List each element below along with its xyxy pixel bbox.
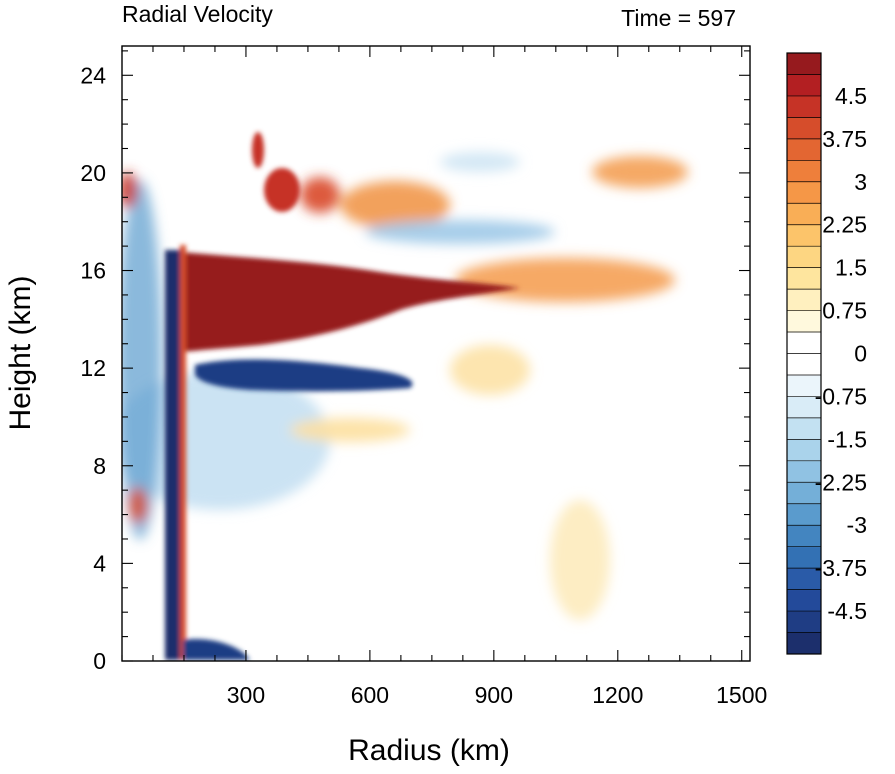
y-tick-label: 24 (80, 62, 106, 88)
colorbar-swatch (787, 460, 821, 483)
colorbar-swatch (787, 546, 821, 569)
chart-title-right: Time = 597 (621, 5, 736, 31)
colorbar-swatch (787, 160, 821, 183)
x-tick-label: 1500 (716, 682, 767, 708)
colorbar-swatch (787, 568, 821, 591)
x-axis-label: Radius (km) (348, 734, 510, 767)
heatmap-field (122, 132, 688, 660)
blob-surface-inflow (183, 639, 250, 660)
colorbar-swatch (787, 632, 821, 655)
blob-yellow-2 (290, 418, 410, 442)
colorbar-swatch (787, 117, 821, 140)
colorbar-swatch (787, 503, 821, 526)
blob-yellow-1 (450, 345, 530, 395)
y-tick-label: 8 (93, 453, 106, 479)
blob-eyewall-red (180, 245, 186, 660)
colorbar-label: -3 (847, 512, 867, 538)
blob-light-blue-top (440, 152, 520, 172)
y-tick-label: 16 (80, 258, 106, 284)
x-tick-label: 600 (351, 682, 389, 708)
blob-mid-blue-1 (365, 220, 555, 244)
colorbar-swatch (787, 246, 821, 269)
x-tick-label: 900 (475, 682, 513, 708)
colorbar-label: -4.5 (827, 598, 867, 624)
y-tick-label: 20 (80, 160, 106, 186)
blob-red-sliver (252, 132, 264, 168)
y-tick-label: 4 (93, 550, 106, 576)
colorbar-label: -1.5 (827, 426, 867, 452)
blob-left-red-1 (122, 172, 137, 208)
blob-left-red-2 (129, 487, 147, 523)
colorbar-swatch (787, 482, 821, 505)
colorbar-swatch (787, 203, 821, 226)
colorbar-swatch (787, 138, 821, 161)
colorbar-swatch (787, 353, 821, 376)
colorbar-label: -2.25 (815, 469, 867, 495)
x-tick-label: 1200 (592, 682, 643, 708)
colorbar-swatch (787, 289, 821, 312)
colorbar-label: 4.5 (835, 83, 867, 109)
colorbar-label: 0 (854, 341, 867, 367)
colorbar-swatch (787, 611, 821, 634)
colorbar-label: 1.5 (835, 255, 867, 281)
blob-main-outflow-jet (180, 252, 520, 352)
colorbar-swatch (787, 332, 821, 354)
colorbar-label: -3.75 (815, 555, 867, 581)
plot-frame (121, 45, 751, 662)
colorbar-swatch (787, 439, 821, 462)
colorbar-swatch (787, 224, 821, 247)
colorbar-swatch (787, 589, 821, 612)
x-tick-label: 300 (227, 682, 265, 708)
chart-title-left: Radial Velocity (122, 1, 273, 27)
axis-ticks: 300 600 900 1200 1500 0 4 8 12 16 20 24 (80, 46, 767, 708)
blob-yellow-right (550, 500, 610, 620)
colorbar: 4.5 3.75 3 2.25 1.5 0.75 0 -0.75 -1.5 -2.25 -3 -3.7… (786, 52, 867, 655)
colorbar-label: 3.75 (822, 126, 867, 152)
y-axis-label: Height (km) (4, 275, 37, 430)
colorbar-swatch (787, 53, 821, 75)
colorbar-label: -0.75 (815, 383, 867, 409)
blob-left-blue (122, 180, 162, 540)
colorbar-swatch (787, 310, 821, 333)
colorbar-swatch (787, 74, 821, 97)
colorbar-frame (786, 52, 822, 655)
blob-main-inflow-band (195, 359, 413, 392)
y-tick-label: 0 (93, 648, 106, 674)
colorbar-swatch (787, 374, 821, 397)
colorbar-swatch (787, 525, 821, 548)
blob-upper-orange-2 (340, 181, 450, 229)
y-tick-label: 12 (80, 355, 106, 381)
blob-upper-orange-1 (592, 156, 688, 188)
colorbar-label: 3 (854, 169, 867, 195)
colorbar-swatch (787, 181, 821, 204)
colorbar-swatch (787, 417, 821, 440)
colorbar-swatch (787, 267, 821, 290)
colorbar-swatch (787, 95, 821, 118)
blob-red-top-left (264, 168, 300, 212)
colorbar-label: 0.75 (822, 298, 867, 324)
blob-eyewall-blue (165, 250, 180, 660)
blob-upper-orange-3 (300, 177, 340, 213)
blob-outer-red-1 (455, 258, 675, 302)
plot-background (122, 46, 750, 661)
colorbar-swatch (787, 396, 821, 419)
colorbar-label: 2.25 (822, 212, 867, 238)
